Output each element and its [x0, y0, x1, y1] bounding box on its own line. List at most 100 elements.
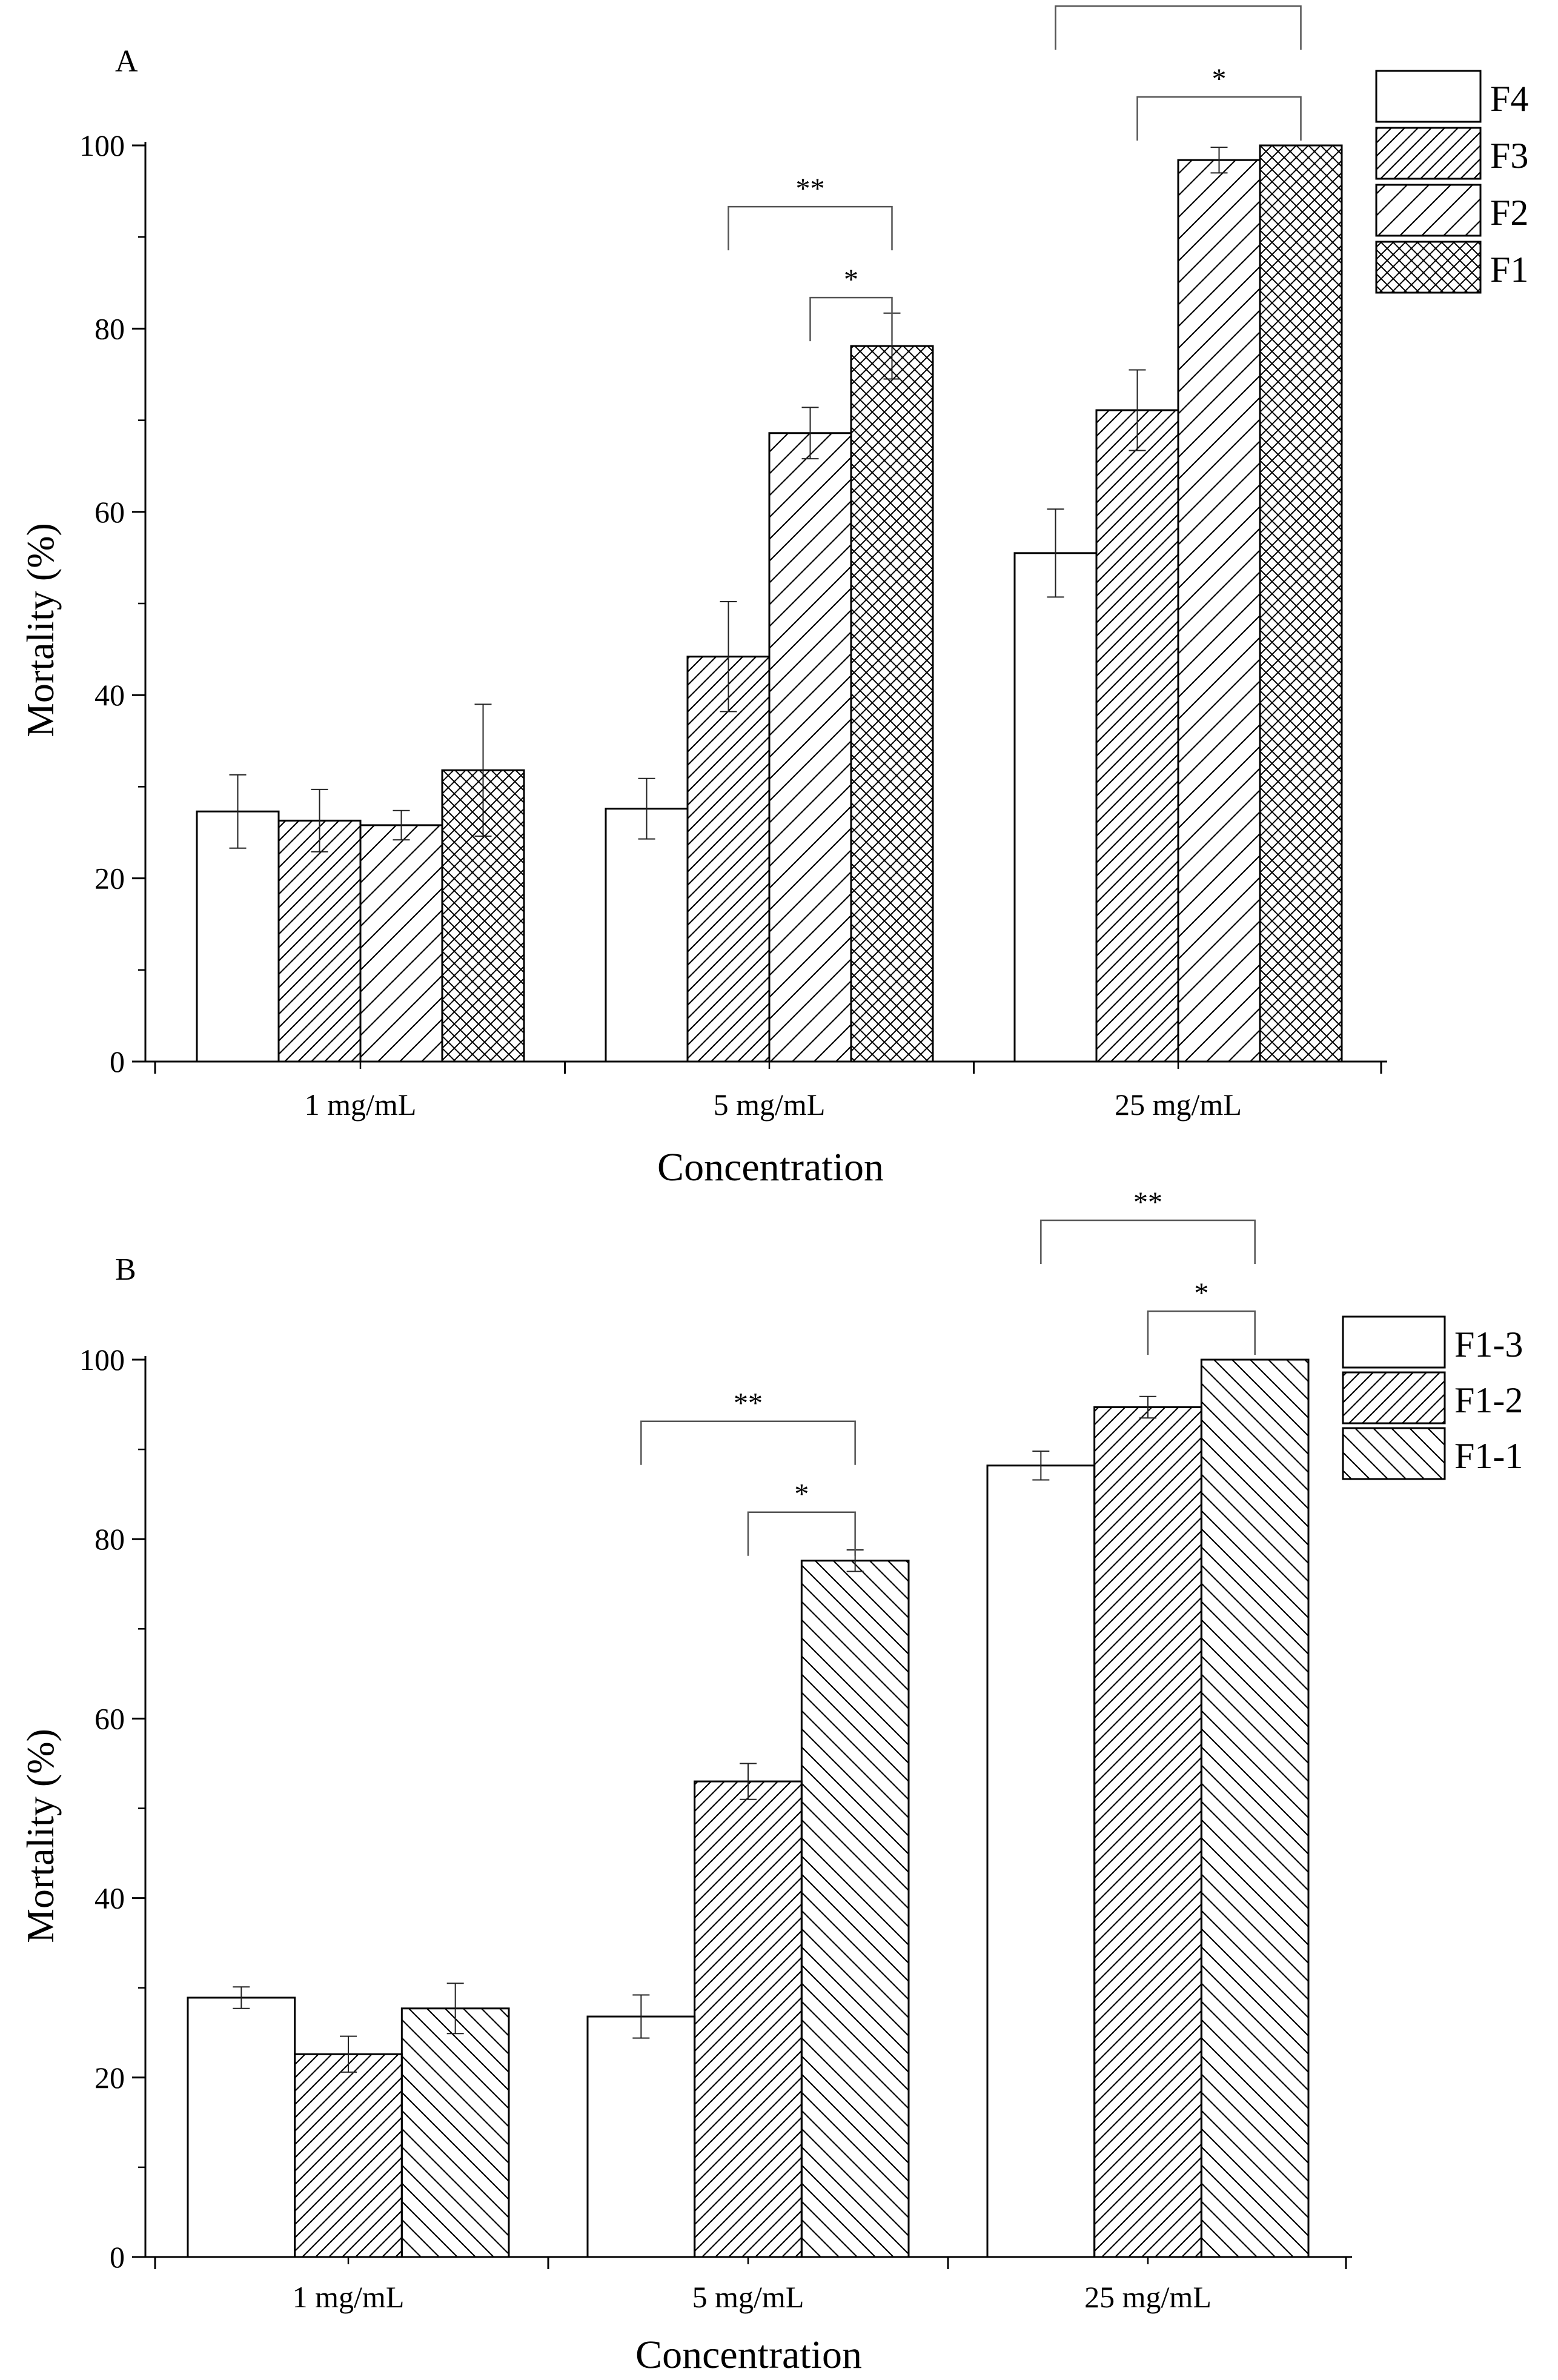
bar-F3-5-mg-mL — [686, 656, 771, 1063]
bar-F3-25-mg-mL — [1095, 409, 1179, 1063]
bar-F2-1-mg-mL — [359, 824, 443, 1063]
error-bar-F3-1-mg-mL — [311, 788, 328, 853]
x-tick-label: 25 mg/mL — [1084, 2280, 1212, 2314]
bar-F1-2-5-mg-mL — [694, 1780, 803, 2258]
legend-swatch — [1342, 1315, 1446, 1369]
panel-a-x-axis-title: Concentration — [657, 1145, 884, 1189]
panel-b-y-axis-title: Mortality (%) — [19, 1729, 62, 1943]
panel-b-bars — [187, 1358, 1310, 2258]
error-bar-F1-3-1-mg-mL — [233, 1986, 250, 2009]
error-bar-F1-2-25-mg-mL — [1139, 1395, 1156, 1419]
y-tick-label: 0 — [110, 2240, 125, 2274]
bar-F1-2-1-mg-mL — [294, 2053, 403, 2258]
panel-a-legend: F4 F3 F2 F1 — [1375, 70, 1528, 294]
error-bar-F4-5-mg-mL — [638, 777, 655, 840]
panel-b-x-axis-title: Concentration — [635, 2333, 862, 2377]
panel-b-label: B — [115, 1252, 136, 1287]
bar-F1-1-1-mg-mL — [400, 2007, 510, 2258]
y-tick-label: 40 — [94, 678, 125, 712]
panel-b-legend: F1-3 F1-2 F1-1 — [1342, 1315, 1523, 1480]
error-bar-F3-25-mg-mL — [1129, 369, 1146, 451]
x-tick-label: 1 mg/mL — [305, 1088, 417, 1122]
bar-F1-3-25-mg-mL — [986, 1464, 1096, 2258]
significance-bracket-F1-2-F1-1-5-mg-mL: * — [747, 1478, 856, 1556]
significance-label: ** — [1133, 1186, 1162, 1218]
legend-label: F1 — [1490, 250, 1528, 290]
significance-label: * — [794, 1478, 809, 1511]
y-tick-label: 60 — [94, 1701, 125, 1735]
legend-label: F4 — [1490, 79, 1528, 119]
significance-bracket-F3-F1-25-mg-mL: * — [1136, 63, 1302, 141]
y-tick-label: 100 — [79, 1343, 125, 1377]
error-bar-F1-1-1-mg-mL — [446, 1983, 464, 2035]
x-tick-label: 1 mg/mL — [293, 2280, 405, 2314]
error-bar-F4-1-mg-mL — [229, 774, 247, 849]
legend-label: F2 — [1490, 193, 1528, 233]
y-tick-label: 40 — [94, 1881, 125, 1915]
bar-F1-5-mg-mL — [850, 345, 934, 1063]
panel-a-y-axis: 0 20 40 60 80 100 — [79, 128, 147, 1079]
legend-item-F4: F4 — [1375, 70, 1528, 123]
y-tick-label: 20 — [94, 862, 125, 896]
y-tick-label: 20 — [94, 2061, 125, 2095]
panel-a-significance: ****** — [728, 0, 1302, 342]
bar-F4-5-mg-mL — [605, 808, 689, 1063]
legend-swatch — [1342, 1427, 1446, 1480]
x-tick-label: 5 mg/mL — [714, 1088, 826, 1122]
legend-label: F1-1 — [1454, 1436, 1523, 1476]
y-tick-label: 80 — [94, 311, 125, 345]
error-bar-F1-2-5-mg-mL — [740, 1763, 757, 1800]
y-tick-label: 100 — [79, 128, 125, 162]
legend-label: F1-3 — [1454, 1325, 1523, 1365]
bar-F4-1-mg-mL — [196, 810, 280, 1063]
y-tick-label: 80 — [94, 1522, 125, 1556]
bar-F3-1-mg-mL — [277, 819, 362, 1063]
significance-label: * — [1212, 63, 1227, 95]
significance-bracket-F1-3-F1-1-5-mg-mL: ** — [640, 1388, 856, 1465]
legend-item-F3: F3 — [1375, 127, 1528, 180]
legend-swatch — [1375, 127, 1482, 180]
legend-swatch — [1375, 184, 1482, 237]
panel-a-label: A — [115, 44, 138, 79]
significance-label: ** — [796, 173, 825, 205]
legend-item-F1-1: F1-1 — [1342, 1427, 1523, 1480]
error-bar-F2-1-mg-mL — [393, 809, 410, 841]
panel-a-x-axis: 1 mg/mL 5 mg/mL 25 mg/mL — [145, 1060, 1387, 1122]
error-bar-F1-3-5-mg-mL — [632, 1994, 650, 2039]
x-tick-label: 5 mg/mL — [692, 2280, 804, 2314]
bar-F1-1-25-mg-mL — [1200, 1358, 1310, 2258]
bar-F1-2-25-mg-mL — [1093, 1406, 1202, 2258]
error-bar-F4-25-mg-mL — [1047, 508, 1064, 598]
error-bar-F1-3-25-mg-mL — [1032, 1451, 1050, 1481]
error-bar-F3-5-mg-mL — [720, 600, 737, 713]
legend-label: F3 — [1490, 136, 1528, 176]
significance-label: ** — [1164, 0, 1193, 4]
significance-bracket-F4-F1-25-mg-mL: ** — [1055, 0, 1302, 50]
panel-b-y-axis: 0 20 40 60 80 100 — [79, 1343, 147, 2274]
legend-swatch — [1375, 70, 1482, 123]
significance-label: ** — [734, 1388, 763, 1420]
x-tick-label: 25 mg/mL — [1115, 1088, 1242, 1122]
y-tick-label: 0 — [110, 1045, 125, 1079]
bar-F1-25-mg-mL — [1259, 144, 1343, 1063]
legend-item-F1-2: F1-2 — [1342, 1371, 1523, 1424]
legend-item-F1: F1 — [1375, 241, 1528, 294]
significance-label: * — [1194, 1277, 1208, 1309]
significance-bracket-F1-2-F1-1-25-mg-mL: * — [1147, 1277, 1256, 1355]
panel-a-y-axis-title: Mortality (%) — [19, 523, 62, 737]
error-bar-F1-2-1-mg-mL — [340, 2035, 357, 2073]
legend-swatch — [1342, 1371, 1446, 1424]
panel-b-x-axis: 1 mg/mL 5 mg/mL 25 mg/mL — [145, 2256, 1352, 2314]
panel-b-significance: ****** — [640, 1186, 1256, 1556]
error-bar-F1-1-mg-mL — [474, 703, 492, 837]
error-bar-F2-25-mg-mL — [1210, 147, 1228, 174]
legend-swatch — [1375, 241, 1482, 294]
panel-a-bars — [196, 144, 1343, 1063]
bar-F1-3-5-mg-mL — [586, 2015, 696, 2258]
y-tick-label: 60 — [94, 495, 125, 529]
bar-F2-5-mg-mL — [768, 432, 852, 1063]
significance-bracket-F1-3-F1-1-25-mg-mL: ** — [1040, 1186, 1256, 1264]
